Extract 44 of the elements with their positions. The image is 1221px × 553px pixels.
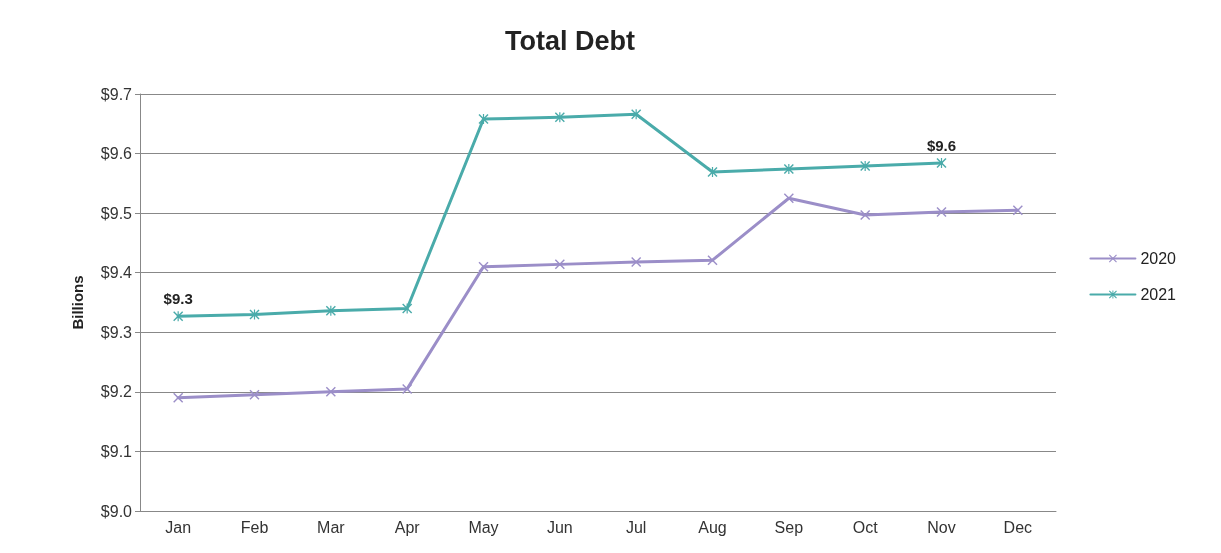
y-axis-title: Billions — [69, 275, 86, 330]
x-tick-label: Dec — [1003, 518, 1033, 536]
data-label: $9.6 — [926, 137, 957, 155]
point — [936, 158, 947, 169]
point — [478, 261, 489, 272]
legend-label: 2020 — [1140, 250, 1177, 267]
y-tick-label: $9.0 — [100, 502, 133, 520]
point — [783, 193, 794, 204]
point — [631, 256, 642, 267]
point — [707, 255, 718, 266]
point — [325, 386, 336, 397]
point — [860, 209, 871, 220]
x-tick-label: Apr — [394, 518, 421, 536]
x-tick-label: Sep — [774, 518, 804, 536]
x-tick-label: May — [468, 518, 499, 536]
y-tick-label: $9.7 — [100, 85, 133, 103]
x-tick-label: Oct — [852, 518, 879, 536]
x-tick-label: Jul — [625, 518, 647, 536]
point — [1012, 205, 1023, 216]
point — [173, 392, 184, 403]
y-tick-label: $9.6 — [100, 145, 133, 163]
x-tick-label: Feb — [240, 518, 269, 536]
point — [860, 161, 871, 172]
point — [402, 383, 413, 394]
point — [783, 164, 794, 175]
x-tick-label: Jan — [165, 518, 192, 536]
y-tick-label: $9.4 — [100, 264, 133, 282]
legend-label: 2021 — [1140, 286, 1177, 303]
point — [249, 309, 260, 320]
y-tick-label: $9.2 — [100, 383, 133, 401]
point — [936, 206, 947, 217]
data-label: $9.3 — [163, 290, 193, 308]
point — [249, 389, 260, 400]
y-tick-label: $9.5 — [100, 204, 133, 222]
x-tick-label: Jun — [546, 518, 573, 536]
y-tick-label: $9.3 — [100, 323, 133, 341]
chart-title: Total Debt — [505, 25, 635, 56]
point — [554, 259, 565, 270]
point — [478, 114, 489, 125]
x-tick-label: Aug — [698, 518, 727, 536]
x-tick-label: Mar — [317, 518, 346, 536]
point — [707, 167, 718, 178]
y-tick-label: $9.1 — [100, 442, 133, 460]
x-tick-label: Nov — [927, 518, 956, 536]
